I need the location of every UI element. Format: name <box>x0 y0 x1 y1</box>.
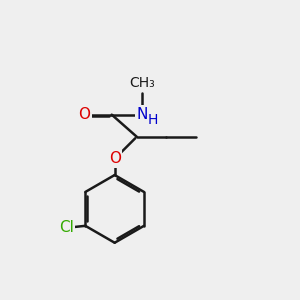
Text: N: N <box>136 107 148 122</box>
Text: O: O <box>78 107 90 122</box>
Text: O: O <box>109 151 121 166</box>
Text: H: H <box>148 113 158 127</box>
Text: CH₃: CH₃ <box>129 76 155 90</box>
Text: Cl: Cl <box>59 220 74 235</box>
